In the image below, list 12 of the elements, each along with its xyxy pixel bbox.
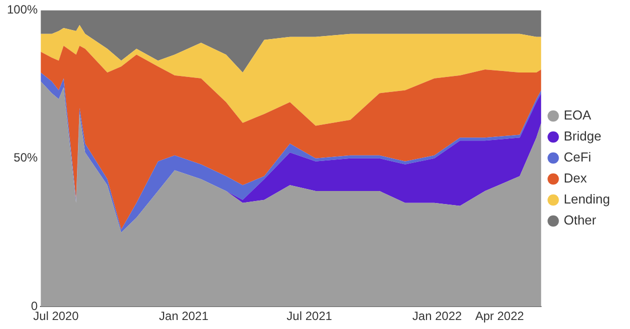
legend-label: CeFi [564, 150, 592, 165]
y-tick-label: 100% [6, 2, 38, 17]
legend-label: Lending [564, 192, 610, 207]
legend-label: Bridge [564, 128, 602, 144]
x-tick-label: Apr 2022 [475, 309, 524, 324]
legend-label: Other [564, 212, 597, 228]
x-tick-label: Jan 2021 [159, 309, 209, 324]
y-tick-label: 50% [14, 150, 38, 165]
legend-label: Dex [564, 170, 588, 186]
x-tick-label: Jan 2022 [412, 309, 462, 324]
legend-label: EOA [564, 108, 592, 123]
x-tick-label: Jul 2021 [286, 309, 332, 324]
